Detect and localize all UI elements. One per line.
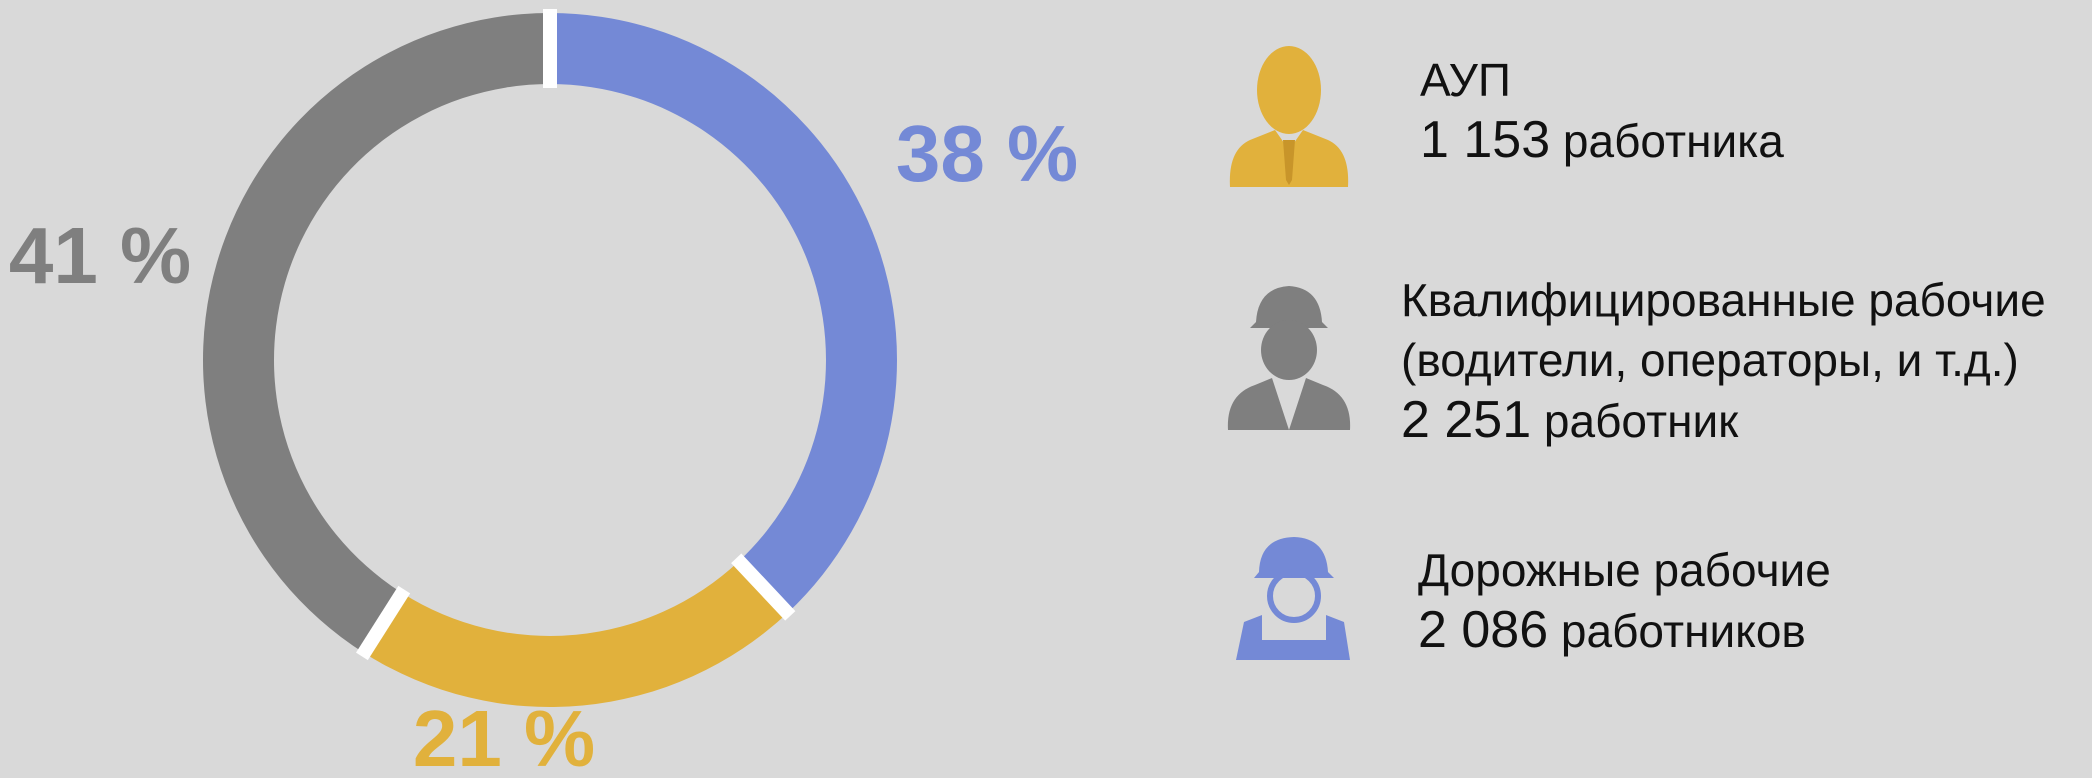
count-unit: работников (1560, 605, 1806, 657)
legend-item: АУП 1 153 работника (1420, 50, 1784, 171)
count-label: 1 153 (1420, 111, 1551, 169)
value-label: 38 % (896, 109, 1078, 198)
count-label: 2 251 (1401, 391, 1532, 449)
value-label: 41 % (9, 211, 191, 300)
icon-road-worker (1236, 537, 1350, 660)
count-label: 2 086 (1418, 601, 1549, 659)
count-unit: работник (1543, 395, 1739, 447)
category-label: АУП (1420, 54, 1511, 106)
segment-gap (731, 553, 796, 621)
icon-worker (1227, 286, 1351, 430)
donut-segment (550, 13, 897, 613)
segment-gap (356, 585, 411, 661)
donut-segment (364, 561, 788, 707)
category-label: Квалифицированные рабочие (водители, опе… (1401, 274, 2046, 386)
donut-segment (203, 13, 551, 653)
value-label: 21 % (413, 694, 595, 778)
legend-item: Квалифицированные рабочие (водители, опе… (1401, 270, 2046, 451)
icon-manager (1229, 46, 1349, 187)
category-label: Дорожные рабочие (1418, 544, 1831, 596)
count-unit: работника (1562, 115, 1784, 167)
legend-item: Дорожные рабочие 2 086 работников (1418, 540, 1831, 661)
